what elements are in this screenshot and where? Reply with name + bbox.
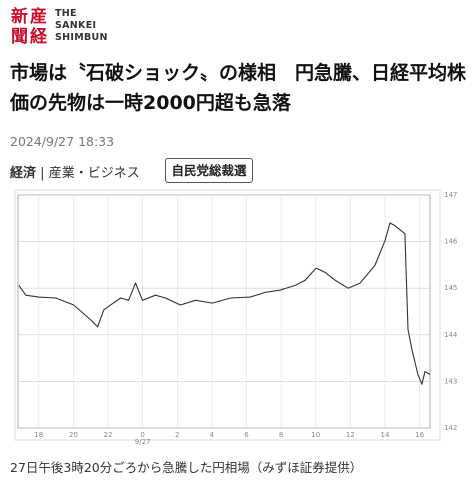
logo-line: THE [55,8,77,19]
y-tick-label: 146 [444,238,458,246]
x-tick-label: 12 [346,431,355,439]
y-tick-label: 144 [444,331,458,339]
x-tick-label: 20 [69,431,78,439]
y-tick-label: 145 [444,284,457,292]
caption: 27日午後3時20分ごろから急騰した円相場（みずほ証券提供） [10,460,363,475]
logo-line: SHIMBUN [55,32,108,43]
x-tick-label: 14 [381,431,390,439]
logo-kanji: 産 経 新 聞 [10,6,50,46]
logo-char: 新 [11,7,28,27]
logo-char: 産 [30,7,47,27]
logo-line: SANKEI [55,20,97,31]
x-tick-label: 18 [34,431,43,439]
category-line: 経済 | 産業・ビジネス [10,162,140,181]
x-tick-label: 16 [415,431,424,439]
x-tick-label: 22 [104,431,113,439]
x-tick-label: 6 [244,431,249,439]
chart-frame [14,189,441,441]
tag[interactable]: 自民党総裁選 [165,158,253,183]
separator: | [40,166,45,181]
x-tick-label: 8 [279,431,283,439]
x-tick-label: 0 [140,431,144,439]
category[interactable]: 経済 [10,166,37,181]
y-tick-label: 147 [444,191,457,199]
subcategory[interactable]: 産業・ビジネス [48,166,140,181]
x-tick-label: 2 [175,431,179,439]
x-tick-label: 10 [311,431,320,439]
y-tick-label: 143 [444,377,457,385]
x-tick-label: 4 [210,431,215,439]
logo-english: THE SANKEI SHIMBUN [55,8,108,44]
headline: 市場は〝石破ショック〟の様相 円急騰、日経平均株価の先物は一時2000円超も急落 [10,62,467,114]
date-label: 9/27 [135,438,151,446]
logo-char: 聞 [11,27,28,47]
date: 2024/9/27 18:33 [10,134,115,149]
logo-char: 経 [30,27,47,47]
price-line [18,222,431,385]
y-tick-label: 142 [444,424,457,432]
